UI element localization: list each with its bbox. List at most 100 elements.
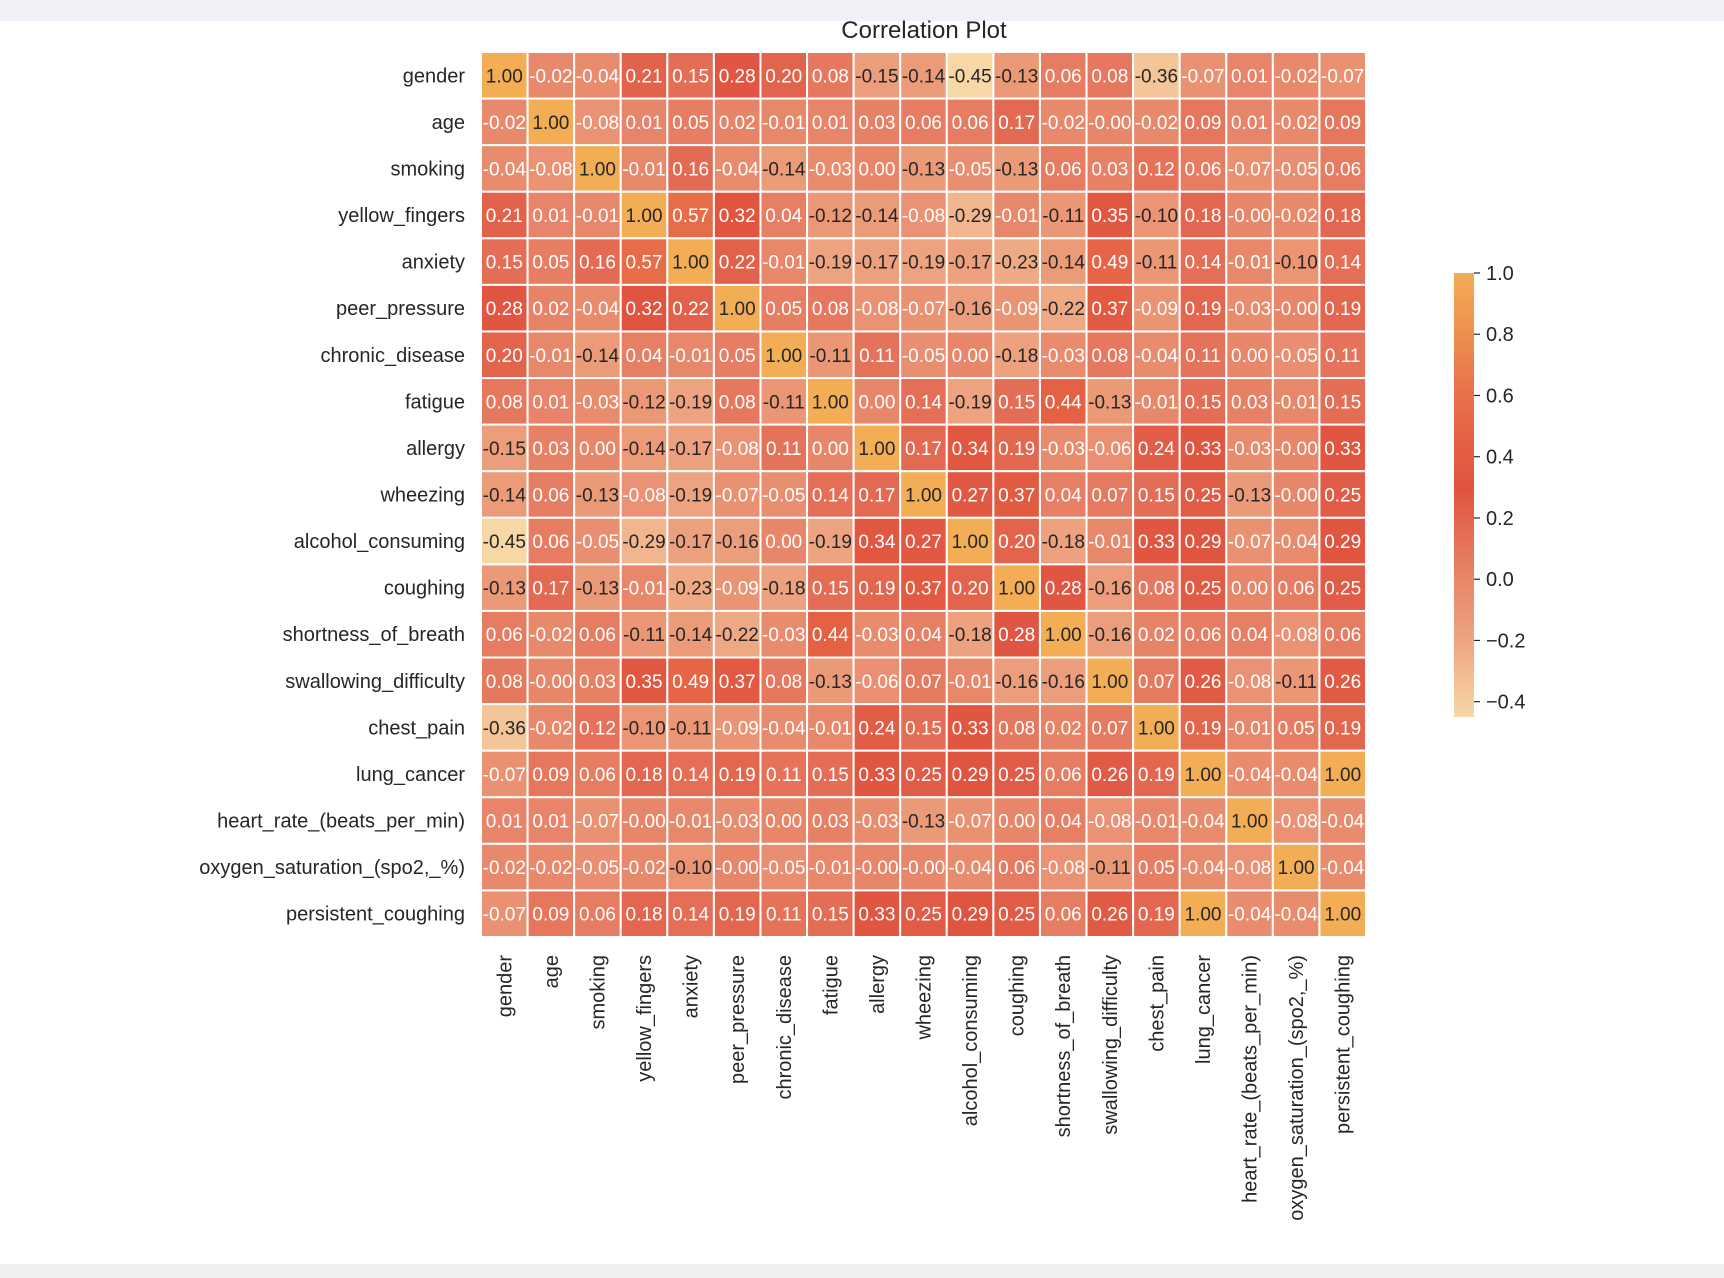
heatmap-cell xyxy=(1225,703,1274,752)
heatmap-cell xyxy=(1271,749,1321,799)
heatmap-cell xyxy=(480,423,529,473)
heatmap-cell xyxy=(852,51,902,100)
cell-value-label: -0.07 xyxy=(483,765,526,786)
heatmap-cell xyxy=(666,889,715,939)
cell-value-label: 0.37 xyxy=(1091,299,1128,320)
heatmap-cell xyxy=(1038,796,1088,845)
heatmap-cell xyxy=(759,749,809,799)
y-tick-label: anxiety xyxy=(402,252,465,274)
heatmap-cell xyxy=(1132,889,1181,939)
cell-value-label: 0.06 xyxy=(1045,905,1082,926)
heatmap-cell xyxy=(712,51,762,100)
cell-value-label: -0.02 xyxy=(1274,113,1317,134)
x-tick-label: shortness_of_breath xyxy=(1053,955,1075,1137)
cell-value-label: -0.08 xyxy=(1274,812,1317,833)
cell-value-label: -0.13 xyxy=(1228,486,1271,507)
y-tick-label: shortness_of_breath xyxy=(283,624,465,646)
heatmap-cell xyxy=(526,423,576,473)
cell-value-label: 0.08 xyxy=(812,66,849,87)
x-tick-label: smoking xyxy=(587,955,609,1029)
cell-value-label: -0.18 xyxy=(948,625,991,646)
heatmap-cell xyxy=(1085,423,1135,473)
heatmap-cell xyxy=(1225,470,1274,519)
cell-value-label: 0.57 xyxy=(626,253,663,274)
heatmap-cell xyxy=(573,423,622,473)
cell-value-label: 0.03 xyxy=(579,672,616,693)
heatmap-cell xyxy=(992,889,1041,939)
heatmap-cell xyxy=(1178,889,1228,939)
cell-value-label: 0.03 xyxy=(812,812,849,833)
heatmap-cell xyxy=(1132,377,1181,426)
y-tick-label: fatigue xyxy=(405,391,465,413)
heatmap-cell xyxy=(1132,656,1181,706)
cell-value-label: -0.04 xyxy=(1321,812,1365,833)
heatmap-cell xyxy=(526,330,576,380)
cell-value-label: -0.04 xyxy=(1228,765,1272,786)
cell-value-label: 0.20 xyxy=(486,346,523,367)
heatmap-cell xyxy=(945,51,995,100)
cell-value-label: -0.36 xyxy=(483,718,526,739)
heatmap-cell xyxy=(712,656,762,706)
cell-value-label: -0.01 xyxy=(1135,392,1178,413)
heatmap-cell xyxy=(619,516,669,566)
cell-value-label: 0.11 xyxy=(1325,346,1361,367)
cell-value-label: 0.28 xyxy=(998,625,1035,646)
cell-value-label: 0.01 xyxy=(1231,113,1268,134)
cell-value-label: -0.16 xyxy=(1088,579,1131,600)
cell-value-label: 0.05 xyxy=(765,299,802,320)
cell-value-label: 0.15 xyxy=(1184,392,1221,413)
cell-value-label: -0.02 xyxy=(529,66,572,87)
heatmap-cell xyxy=(573,470,622,519)
cell-value-label: 1.00 xyxy=(532,113,569,134)
colorbar-tick-label: 0.6 xyxy=(1486,385,1514,407)
heatmap-cell xyxy=(1085,609,1135,659)
heatmap-cell xyxy=(1271,842,1321,892)
cell-value-label: 0.04 xyxy=(626,346,663,367)
cell-value-label: 0.28 xyxy=(486,299,523,320)
cell-value-label: 0.08 xyxy=(812,299,849,320)
heatmap-cell xyxy=(1132,516,1181,566)
cell-value-label: 0.06 xyxy=(1045,66,1082,87)
cell-value-label: 0.19 xyxy=(1324,299,1361,320)
heatmap-cell xyxy=(1038,749,1088,799)
cell-value-label: -0.04 xyxy=(1274,765,1318,786)
cell-value-label: -0.02 xyxy=(529,625,572,646)
heatmap-cell xyxy=(1132,563,1181,612)
cell-value-label: 0.06 xyxy=(952,113,989,134)
cell-value-label: 0.08 xyxy=(1091,66,1128,87)
cell-value-label: -0.08 xyxy=(1228,672,1271,693)
cell-value-label: -0.16 xyxy=(948,299,991,320)
cell-value-label: -0.13 xyxy=(902,159,945,180)
cell-value-label: 0.19 xyxy=(858,579,895,600)
cell-value-label: -0.18 xyxy=(995,346,1038,367)
y-tick-label: swallowing_difficulty xyxy=(285,671,465,693)
cell-value-label: 1.00 xyxy=(812,392,849,413)
cell-value-label: 0.33 xyxy=(1138,532,1175,553)
cell-value-label: -0.02 xyxy=(1042,113,1085,134)
cell-value-label: 0.01 xyxy=(486,812,523,833)
cell-value-label: 0.06 xyxy=(1278,579,1315,600)
cell-value-label: 0.21 xyxy=(626,66,663,87)
cell-value-label: 0.00 xyxy=(952,346,989,367)
cell-value-label: -0.04 xyxy=(576,66,620,87)
cell-value-label: 0.06 xyxy=(1184,159,1221,180)
cell-value-label: -0.14 xyxy=(855,206,899,227)
cell-value-label: 0.06 xyxy=(1045,159,1082,180)
heatmap-cell xyxy=(1178,703,1228,752)
heatmap-cell xyxy=(806,423,855,473)
cell-value-label: 0.06 xyxy=(1324,625,1361,646)
cell-value-label: -0.08 xyxy=(1088,812,1131,833)
cell-value-label: 1.00 xyxy=(1324,905,1361,926)
heatmap-cell xyxy=(1225,377,1274,426)
cell-value-label: -0.03 xyxy=(1042,439,1085,460)
cell-value-label: -0.07 xyxy=(902,299,945,320)
cell-value-label: -0.00 xyxy=(855,858,898,879)
cell-value-label: -0.01 xyxy=(622,159,665,180)
x-tick-label: persistent_coughing xyxy=(1333,955,1355,1134)
cell-value-label: -0.17 xyxy=(669,439,712,460)
cell-value-label: -0.22 xyxy=(1042,299,1085,320)
cell-value-label: -0.13 xyxy=(576,486,619,507)
heatmap-cell xyxy=(759,190,809,240)
cell-value-label: -0.11 xyxy=(1089,858,1131,879)
cell-value-label: 0.20 xyxy=(998,532,1035,553)
